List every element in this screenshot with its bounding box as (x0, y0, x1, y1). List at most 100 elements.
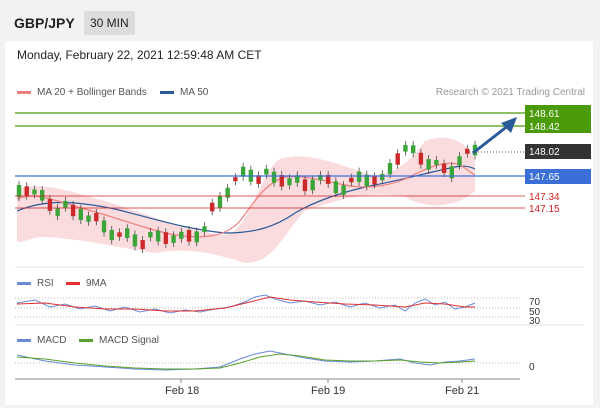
candle-body (403, 144, 408, 152)
candle-body (318, 175, 323, 181)
candle-body (217, 195, 223, 208)
candle-body (465, 148, 470, 154)
candle-body (86, 215, 91, 222)
candle-body (47, 199, 53, 211)
candle-body (279, 175, 284, 187)
macd-swatch (17, 339, 31, 342)
rsi-level-label: 30 (529, 316, 541, 327)
candle-body (349, 177, 354, 183)
candle-body (271, 171, 277, 183)
legend-ma20-bb: MA 20 + Bollinger Bands (17, 87, 147, 98)
candle-body (148, 231, 153, 238)
candle-body (225, 187, 230, 198)
candle-body (132, 234, 138, 247)
forecast-arrow-head (501, 117, 517, 133)
price-level-labels: 148.61 148.42 148.02 147.65 147.34 147.1… (525, 105, 591, 215)
legend-label: MACD (37, 335, 67, 346)
timeframe-badge[interactable]: 30 MIN (84, 11, 135, 35)
current-label-box (525, 144, 591, 159)
price-level-label: 148.61 (529, 109, 560, 120)
candle-body (155, 230, 161, 242)
legend-rsi: RSI (17, 278, 54, 289)
candle-body (410, 145, 416, 154)
candle-body (109, 229, 114, 241)
candle-body (125, 228, 130, 238)
rsi-ma-line (16, 296, 475, 312)
candle-body (295, 175, 300, 183)
macd-line (16, 350, 476, 371)
candle-body (364, 174, 369, 187)
ma50-swatch (160, 91, 174, 94)
candle-body (117, 232, 122, 237)
rsi-level-label: 70 (529, 297, 541, 308)
candle-body (418, 152, 424, 165)
candle-body (24, 186, 29, 196)
legend-macd: MACD (17, 335, 66, 346)
candle-body (240, 166, 246, 177)
rsi-swatch (17, 282, 31, 285)
x-tick-label: Feb 19 (311, 385, 345, 397)
x-tick-label: Feb 18 (165, 385, 199, 397)
pivot-label-box (525, 169, 591, 184)
legend-label: MACD Signal (99, 335, 160, 346)
attribution: Research © 2021 Trading Central (435, 87, 585, 98)
candle-body (63, 200, 68, 208)
candle-body (310, 179, 315, 191)
candle-body (101, 220, 107, 233)
candle-body (341, 185, 346, 195)
candle-body (202, 226, 207, 233)
legend-ma50: MA 50 (160, 87, 208, 98)
price-level-label: 148.02 (529, 147, 560, 158)
macd-signal-line (16, 353, 476, 370)
candle-body (94, 213, 99, 222)
candle-body (210, 202, 215, 212)
legend-label: 9MA (86, 278, 107, 289)
candle-body (171, 235, 176, 243)
chart-panel: Monday, February 22, 2021 12:59:48 AM CE… (5, 41, 593, 405)
candle-body (186, 230, 192, 242)
candle-body (70, 204, 76, 217)
candle-body (395, 153, 400, 165)
macd-signal-swatch (79, 339, 93, 342)
chart-datetime: Monday, February 22, 2021 12:59:48 AM CE… (17, 48, 262, 62)
candle-body (287, 178, 292, 186)
candle-body (441, 163, 447, 173)
legend-rsi-ma: 9MA (66, 278, 107, 289)
legend-label: MA 20 + Bollinger Bands (37, 87, 147, 98)
candle-body (140, 240, 145, 250)
candle-body (426, 159, 431, 170)
price-level-label: 147.15 (529, 204, 560, 215)
candlestick-series (16, 140, 478, 254)
candle-body (55, 208, 60, 217)
x-tick-label: Feb 21 (445, 385, 479, 397)
price-chart-svg: 148.61 148.42 148.02 147.65 147.34 147.1… (15, 105, 591, 397)
candle-body (356, 171, 362, 182)
rsi-ma-swatch (66, 282, 80, 285)
candle-body (16, 185, 22, 197)
candle-body (372, 176, 377, 185)
candle-body (387, 163, 393, 175)
candle-body (325, 174, 331, 184)
price-level-label: 147.34 (529, 192, 560, 203)
rsi-level-label: 50 (529, 307, 541, 318)
candle-body (194, 231, 199, 243)
candle-body (449, 166, 455, 179)
candle-body (256, 175, 261, 184)
candle-body (434, 160, 439, 165)
chart-header: GBP/JPY 30 MIN (0, 0, 600, 40)
candle-body (302, 179, 308, 192)
candle-body (179, 231, 184, 239)
legend-label: MA 50 (180, 87, 209, 98)
legend-label: RSI (37, 278, 54, 289)
candle-body (39, 190, 45, 201)
price-level-label: 148.42 (529, 122, 560, 133)
candle-body (380, 173, 385, 181)
forecast-arrow (472, 123, 510, 155)
candle-body (264, 168, 269, 175)
price-level-label: 147.65 (529, 172, 560, 183)
candle-body (78, 208, 84, 221)
macd-level-label: 0 (529, 362, 535, 373)
candle-body (233, 177, 238, 182)
candle-body (333, 181, 339, 194)
candle-body (457, 156, 462, 166)
